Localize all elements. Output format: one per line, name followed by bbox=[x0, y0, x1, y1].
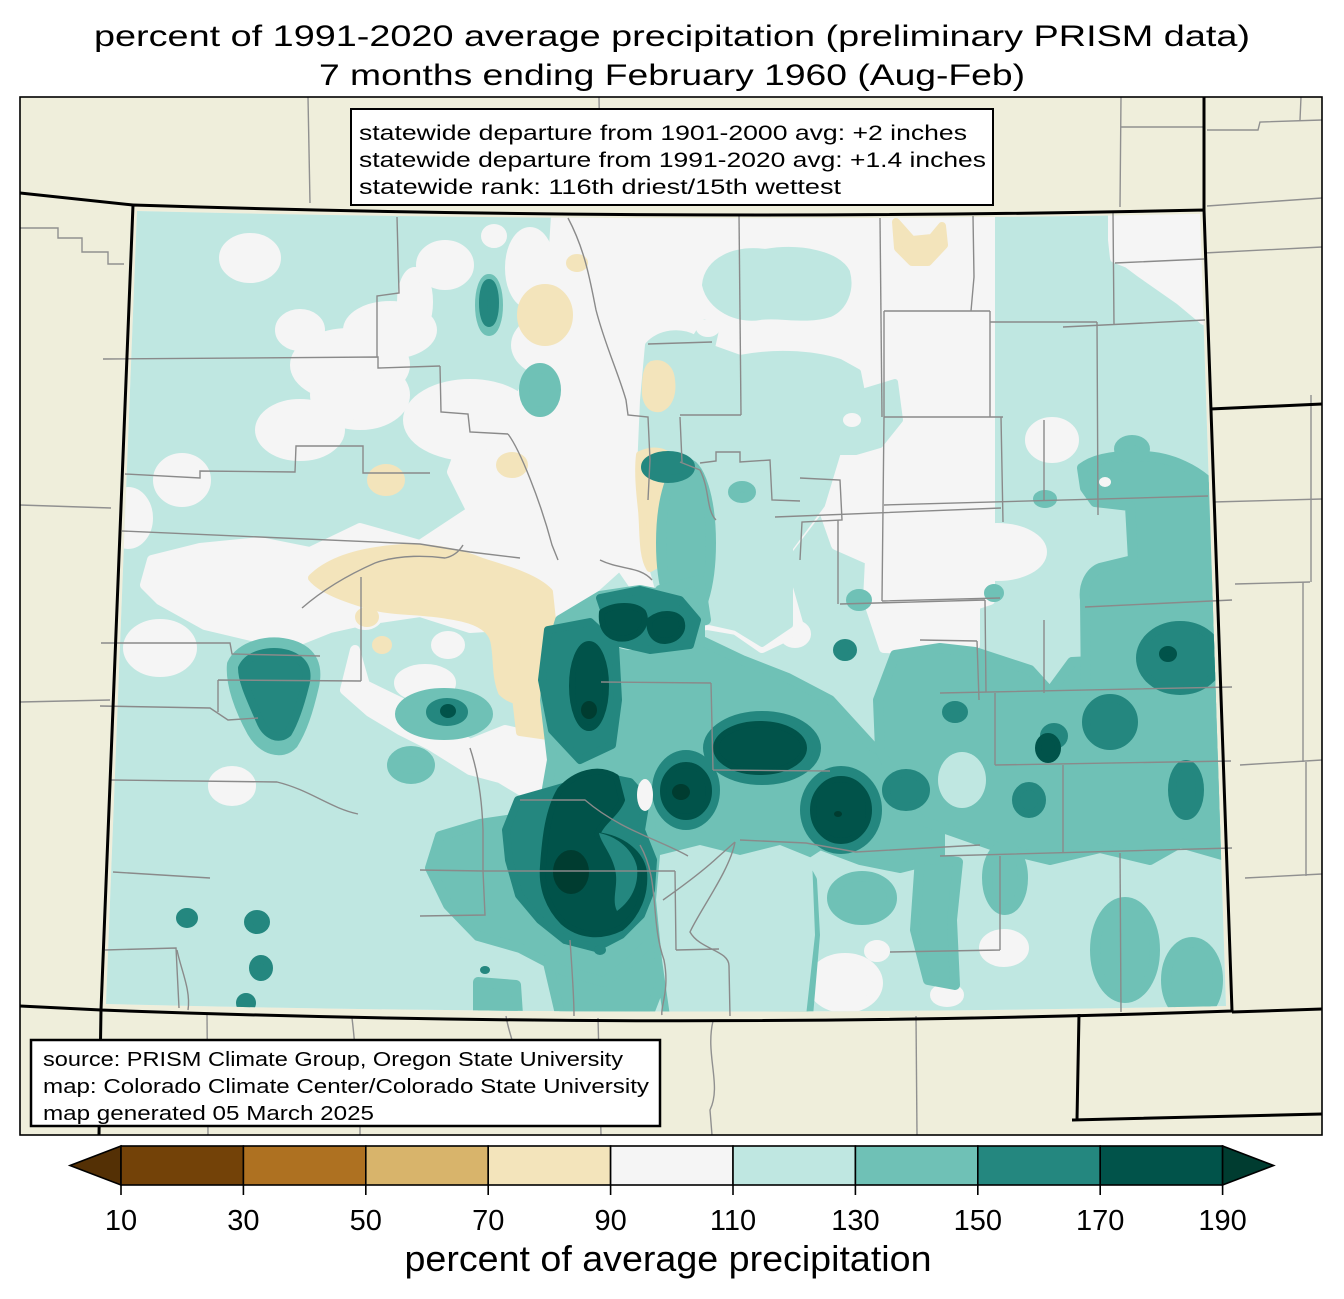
svg-text:90: 90 bbox=[594, 1205, 626, 1237]
svg-text:map: Colorado Climate Center/C: map: Colorado Climate Center/Colorado St… bbox=[43, 1076, 649, 1098]
svg-text:150: 150 bbox=[954, 1205, 1002, 1237]
svg-text:190: 190 bbox=[1198, 1205, 1246, 1237]
svg-text:map generated 05 March 2025: map generated 05 March 2025 bbox=[43, 1103, 374, 1125]
svg-text:10: 10 bbox=[105, 1205, 137, 1237]
svg-text:percent of average precipitati: percent of average precipitation bbox=[405, 1238, 932, 1279]
svg-text:170: 170 bbox=[1076, 1205, 1124, 1237]
svg-text:70: 70 bbox=[472, 1205, 504, 1237]
svg-text:statewide rank: 116th driest/1: statewide rank: 116th driest/15th wettes… bbox=[359, 176, 841, 199]
svg-text:50: 50 bbox=[350, 1205, 382, 1237]
svg-text:source: PRISM Climate Group, O: source: PRISM Climate Group, Oregon Stat… bbox=[43, 1049, 623, 1071]
svg-text:110: 110 bbox=[710, 1205, 756, 1237]
svg-text:7 months ending February 1960: 7 months ending February 1960 (Aug-Feb) bbox=[319, 59, 1025, 92]
svg-text:30: 30 bbox=[227, 1205, 259, 1237]
svg-text:statewide departure from 1901-: statewide departure from 1901-2000 avg: … bbox=[359, 122, 967, 145]
svg-text:statewide departure from 1991-: statewide departure from 1991-2020 avg: … bbox=[359, 149, 986, 172]
svg-text:130: 130 bbox=[831, 1205, 879, 1237]
svg-text:percent of 1991-2020 average p: percent of 1991-2020 average precipitati… bbox=[94, 20, 1250, 53]
